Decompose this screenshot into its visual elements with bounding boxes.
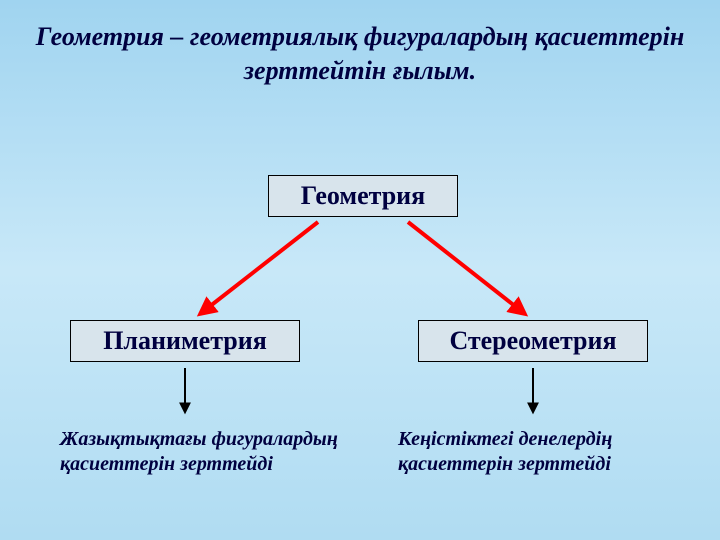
node-left-label: Планиметрия [103, 326, 267, 356]
node-right-label: Стереометрия [449, 326, 616, 356]
arrow-root-left [200, 222, 318, 314]
desc-left: Жазықтықтағы фигуралардың қасиеттерін зе… [60, 427, 360, 477]
desc-right: Кеңістіктегі денелердің қасиеттерін зерт… [398, 427, 688, 477]
node-root-label: Геометрия [301, 181, 425, 211]
node-right: Стереометрия [418, 320, 648, 362]
node-left: Планиметрия [70, 320, 300, 362]
arrow-root-right [408, 222, 525, 314]
node-root: Геометрия [268, 175, 458, 217]
slide-title: Геометрия – геометриялық фигуралардың қа… [0, 0, 720, 88]
